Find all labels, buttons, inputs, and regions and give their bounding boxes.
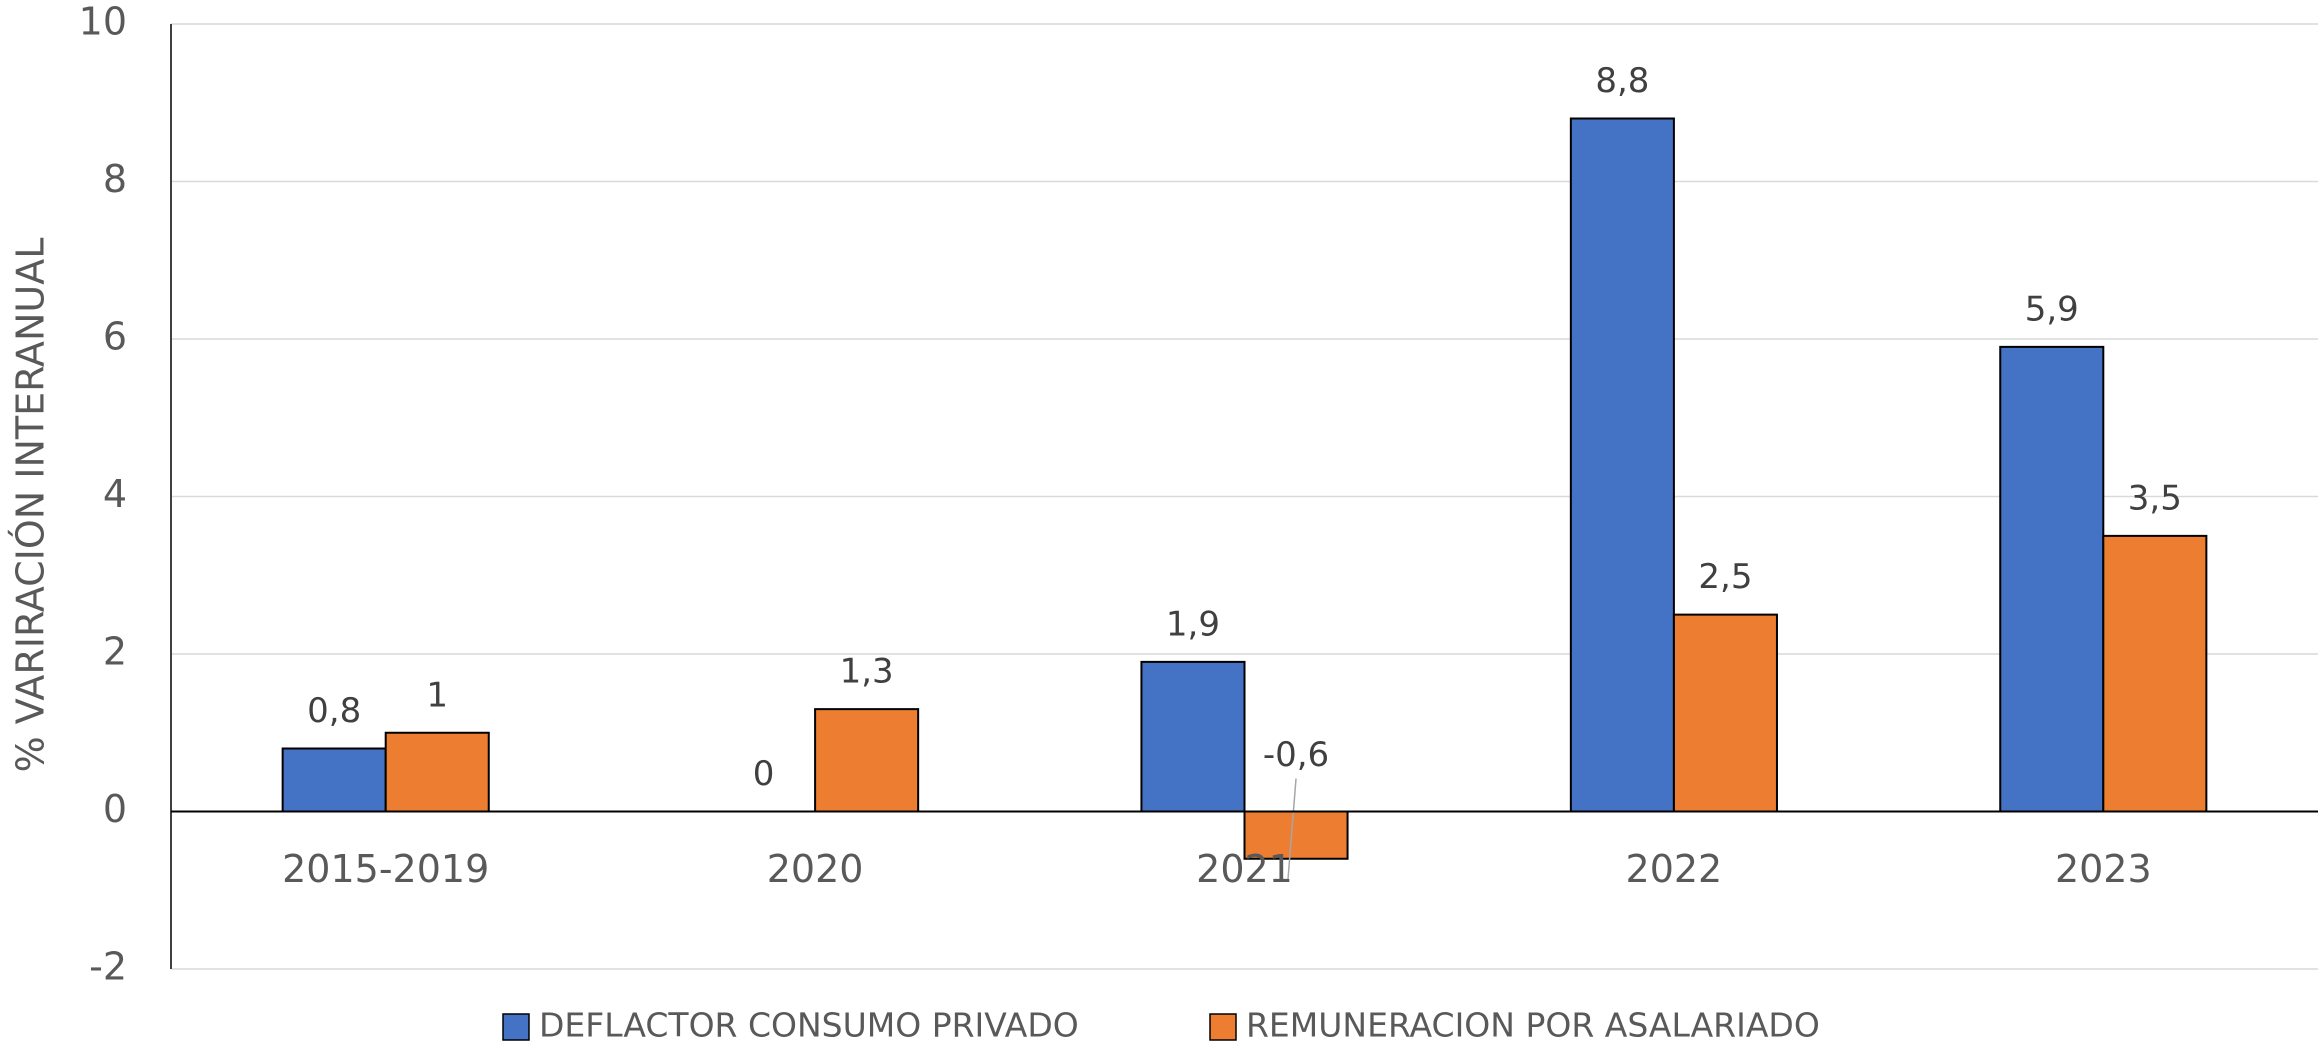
data-label: 8,8 bbox=[1595, 61, 1649, 101]
bar bbox=[384, 731, 490, 813]
bar bbox=[1243, 810, 1349, 860]
legend-label: DEFLACTOR CONSUMO PRIVADO bbox=[539, 1006, 1079, 1042]
bar bbox=[1140, 660, 1246, 813]
bar bbox=[281, 747, 387, 813]
legend-label: REMUNERACION POR ASALARIADO bbox=[1246, 1006, 1820, 1042]
y-axis-title: % VARIRACIÓN INTERANUAL bbox=[9, 238, 53, 773]
x-tick-label: 2015-2019 bbox=[282, 847, 489, 891]
data-label: 1 bbox=[426, 675, 448, 715]
bar bbox=[1999, 345, 2105, 813]
bar bbox=[2102, 534, 2208, 813]
data-label: 2,5 bbox=[1698, 557, 1752, 597]
y-tick-label: 0 bbox=[103, 787, 127, 831]
legend-swatch bbox=[502, 1013, 530, 1041]
data-label: 1,9 bbox=[1166, 604, 1220, 644]
x-tick-label: 2020 bbox=[767, 847, 864, 891]
data-label: 1,3 bbox=[840, 652, 894, 692]
y-tick-label: -2 bbox=[89, 945, 127, 989]
data-label: -0,6 bbox=[1263, 735, 1329, 775]
data-label: 3,5 bbox=[2128, 478, 2182, 518]
bar bbox=[1672, 613, 1778, 813]
y-tick-label: 4 bbox=[103, 472, 127, 516]
y-tick-label: 8 bbox=[103, 157, 127, 201]
data-label: 0,8 bbox=[307, 691, 361, 731]
leader-line bbox=[1287, 778, 1297, 879]
data-label: 5,9 bbox=[2025, 289, 2079, 329]
bar bbox=[814, 708, 920, 813]
bar bbox=[1569, 117, 1675, 813]
data-label: 0 bbox=[753, 754, 775, 794]
x-tick-label: 2023 bbox=[2055, 847, 2152, 891]
y-tick-label: 10 bbox=[79, 0, 127, 44]
y-tick-label: 6 bbox=[103, 315, 127, 359]
x-tick-label: 2021 bbox=[1196, 847, 1293, 891]
legend-swatch bbox=[1209, 1013, 1237, 1041]
y-tick-label: 2 bbox=[103, 630, 127, 674]
x-tick-label: 2022 bbox=[1626, 847, 1723, 891]
